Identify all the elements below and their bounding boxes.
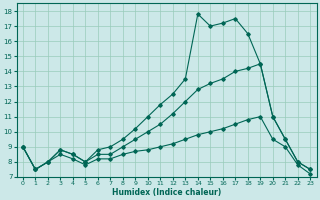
X-axis label: Humidex (Indice chaleur): Humidex (Indice chaleur): [112, 188, 221, 197]
